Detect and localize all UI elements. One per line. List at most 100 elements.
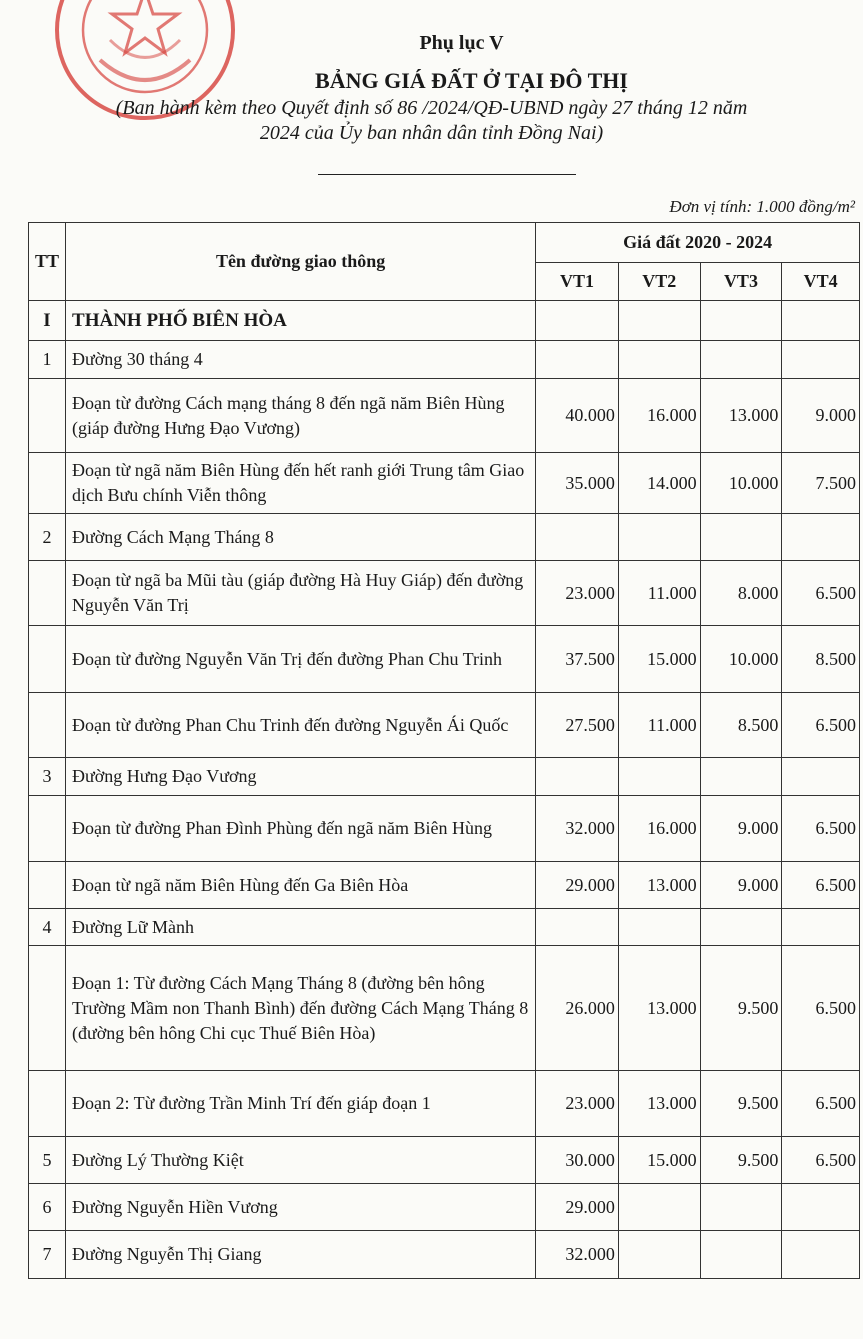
- price-vt2: 13.000: [617, 945, 701, 1071]
- price-vt1: [535, 340, 619, 379]
- price-vt4: [781, 300, 860, 341]
- header-tt: TT: [27, 222, 67, 301]
- row-number: [27, 378, 67, 453]
- price-vt4: 6.500: [781, 1070, 860, 1137]
- table-row: 3 Đường Hưng Đạo Vương: [27, 757, 860, 796]
- price-vt1: [535, 757, 619, 796]
- price-vt2: [617, 513, 701, 561]
- road-name: Đoạn từ ngã năm Biên Hùng đến hết ranh g…: [65, 452, 537, 514]
- row-number: 2: [27, 513, 67, 561]
- price-vt3: [699, 513, 783, 561]
- road-name: Đoạn 1: Từ đường Cách Mạng Tháng 8 (đườn…: [65, 945, 537, 1071]
- road-name: Đoạn từ đường Phan Đình Phùng đến ngã nă…: [65, 795, 537, 862]
- price-vt4: [781, 340, 860, 379]
- row-number: 6: [27, 1183, 67, 1231]
- road-name: Đoạn từ ngã ba Mũi tàu (giáp đường Hà Hu…: [65, 560, 537, 626]
- header-vt1: VT1: [535, 262, 619, 301]
- price-vt2: 16.000: [617, 795, 701, 862]
- price-vt3: [699, 300, 783, 341]
- price-vt4: [781, 1230, 860, 1279]
- price-vt4: 6.500: [781, 1136, 860, 1184]
- appendix-label: Phụ lục V: [419, 32, 504, 54]
- price-vt4: 8.500: [781, 625, 860, 693]
- table-row: Đoạn từ đường Phan Đình Phùng đến ngã nă…: [27, 795, 860, 862]
- price-vt4: [781, 908, 860, 946]
- table-row: I THÀNH PHỐ BIÊN HÒA: [27, 300, 860, 341]
- price-vt4: [781, 513, 860, 561]
- unit-note: Đơn vị tính: 1.000 đồng/m²: [669, 197, 855, 216]
- table-row: 2 Đường Cách Mạng Tháng 8: [27, 513, 860, 561]
- price-vt3: 10.000: [699, 625, 783, 693]
- price-vt3: [699, 340, 783, 379]
- price-vt4: [781, 1183, 860, 1231]
- table-row: 4 Đường Lữ Mành: [27, 908, 860, 946]
- price-vt2: [617, 1183, 701, 1231]
- price-vt1: 32.000: [535, 1230, 619, 1279]
- road-name: Đoạn từ đường Nguyễn Văn Trị đến đường P…: [65, 625, 537, 693]
- road-name: Đoạn 2: Từ đường Trần Minh Trí đến giáp …: [65, 1070, 537, 1137]
- price-vt3: 9.500: [699, 1136, 783, 1184]
- price-vt2: [617, 757, 701, 796]
- price-vt1: 23.000: [535, 1070, 619, 1137]
- road-name: Đường 30 tháng 4: [65, 340, 537, 379]
- price-vt2: [617, 300, 701, 341]
- row-number: 3: [27, 757, 67, 796]
- road-name: Đoạn từ ngã năm Biên Hùng đến Ga Biên Hò…: [65, 861, 537, 909]
- price-vt3: [699, 757, 783, 796]
- price-vt3: [699, 1230, 783, 1279]
- road-name: Đường Cách Mạng Tháng 8: [65, 513, 537, 561]
- price-vt3: 8.500: [699, 692, 783, 758]
- price-vt1: 27.500: [535, 692, 619, 758]
- table-row: 5 Đường Lý Thường Kiệt 30.000 15.000 9.500 6.…: [27, 1136, 860, 1184]
- price-vt2: 14.000: [617, 452, 701, 514]
- price-vt2: 15.000: [617, 625, 701, 693]
- row-number: [27, 560, 67, 626]
- title-divider: [318, 174, 576, 175]
- header-vt4: VT4: [781, 262, 860, 301]
- price-vt2: 13.000: [617, 1070, 701, 1137]
- price-vt4: [781, 757, 860, 796]
- price-vt2: 13.000: [617, 861, 701, 909]
- table-row: 6 Đường Nguyễn Hiền Vương 29.000: [27, 1183, 860, 1231]
- price-vt3: 9.000: [699, 795, 783, 862]
- price-vt1: 29.000: [535, 1183, 619, 1231]
- price-vt4: 7.500: [781, 452, 860, 514]
- price-vt1: 40.000: [535, 378, 619, 453]
- price-vt1: 23.000: [535, 560, 619, 626]
- table-row: 7 Đường Nguyễn Thị Giang 32.000: [27, 1230, 860, 1279]
- price-vt1: 32.000: [535, 795, 619, 862]
- official-seal: [55, 0, 235, 120]
- price-vt2: 11.000: [617, 560, 701, 626]
- table-row: Đoạn từ ngã ba Mũi tàu (giáp đường Hà Hu…: [27, 560, 860, 626]
- road-name: Đường Hưng Đạo Vương: [65, 757, 537, 796]
- road-name: Đường Lữ Mành: [65, 908, 537, 946]
- price-vt2: 16.000: [617, 378, 701, 453]
- price-vt3: [699, 1183, 783, 1231]
- land-price-table: TT Tên đường giao thông Giá đất 2020 - 2…: [27, 222, 860, 1279]
- row-number: [27, 452, 67, 514]
- header-vt2: VT2: [617, 262, 701, 301]
- price-vt1: 35.000: [535, 452, 619, 514]
- price-vt2: 11.000: [617, 692, 701, 758]
- price-vt1: [535, 300, 619, 341]
- price-vt4: 6.500: [781, 560, 860, 626]
- road-name: Đoạn từ đường Cách mạng tháng 8 đến ngã …: [65, 378, 537, 453]
- row-number: [27, 625, 67, 693]
- price-vt1: 29.000: [535, 861, 619, 909]
- price-vt2: [617, 908, 701, 946]
- row-number: 1: [27, 340, 67, 379]
- price-vt1: 30.000: [535, 1136, 619, 1184]
- price-vt1: 26.000: [535, 945, 619, 1071]
- road-name: Đường Lý Thường Kiệt: [65, 1136, 537, 1184]
- price-vt2: [617, 1230, 701, 1279]
- table-row: Đoạn từ đường Cách mạng tháng 8 đến ngã …: [27, 378, 860, 453]
- price-vt4: 9.000: [781, 378, 860, 453]
- price-vt2: 15.000: [617, 1136, 701, 1184]
- price-vt3: 9.500: [699, 945, 783, 1071]
- document-subtitle-line2: 2024 của Ủy ban nhân dân tỉnh Đồng Nai): [259, 122, 604, 144]
- price-vt3: 9.500: [699, 1070, 783, 1137]
- table-row: Đoạn từ đường Nguyễn Văn Trị đến đường P…: [27, 625, 860, 693]
- road-name: Đường Nguyễn Thị Giang: [65, 1230, 537, 1279]
- header-vt3: VT3: [699, 262, 783, 301]
- row-number: [27, 861, 67, 909]
